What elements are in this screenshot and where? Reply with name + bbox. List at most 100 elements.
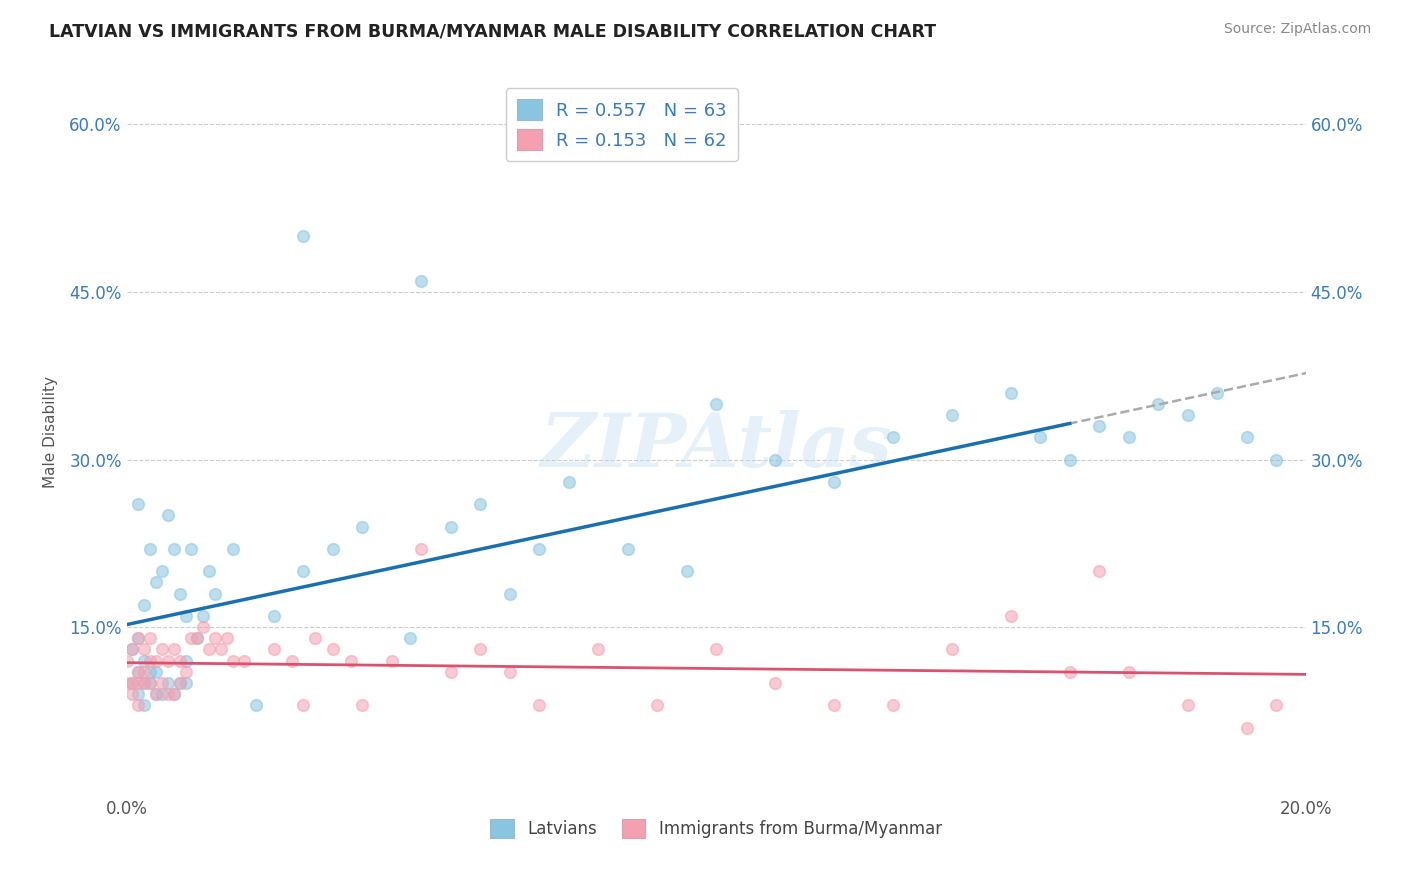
Point <box>616 541 638 556</box>
Point <box>411 274 433 288</box>
Point <box>198 564 221 578</box>
Point <box>121 642 143 657</box>
Point <box>115 676 138 690</box>
Point <box>156 508 179 523</box>
Point <box>169 676 191 690</box>
Point <box>1118 665 1140 679</box>
Point <box>145 687 167 701</box>
Point <box>150 687 173 701</box>
Point <box>1147 397 1170 411</box>
Point <box>529 541 551 556</box>
Point <box>134 676 156 690</box>
Point <box>139 676 162 690</box>
Point <box>156 654 179 668</box>
Point <box>180 632 202 646</box>
Point <box>470 497 492 511</box>
Point <box>304 632 326 646</box>
Point <box>1029 430 1052 444</box>
Point <box>150 676 173 690</box>
Point <box>763 676 786 690</box>
Point <box>174 654 197 668</box>
Point <box>352 519 374 533</box>
Point <box>134 642 156 657</box>
Point <box>529 698 551 713</box>
Point <box>127 687 149 701</box>
Point <box>1177 698 1199 713</box>
Point <box>339 654 361 668</box>
Point <box>704 397 727 411</box>
Point <box>139 665 162 679</box>
Legend: Latvians, Immigrants from Burma/Myanmar: Latvians, Immigrants from Burma/Myanmar <box>484 812 948 845</box>
Point <box>763 452 786 467</box>
Point <box>127 632 149 646</box>
Point <box>1088 419 1111 434</box>
Point <box>557 475 579 489</box>
Point <box>1000 609 1022 624</box>
Point <box>1088 564 1111 578</box>
Point <box>411 541 433 556</box>
Point <box>169 654 191 668</box>
Point <box>823 475 845 489</box>
Point <box>163 541 186 556</box>
Point <box>156 687 179 701</box>
Point <box>263 642 285 657</box>
Point <box>145 575 167 590</box>
Text: LATVIAN VS IMMIGRANTS FROM BURMA/MYANMAR MALE DISABILITY CORRELATION CHART: LATVIAN VS IMMIGRANTS FROM BURMA/MYANMAR… <box>49 22 936 40</box>
Point <box>1206 385 1229 400</box>
Point <box>127 698 149 713</box>
Point <box>174 665 197 679</box>
Point <box>139 676 162 690</box>
Point <box>127 632 149 646</box>
Point <box>127 497 149 511</box>
Point <box>941 408 963 422</box>
Point <box>145 687 167 701</box>
Point <box>134 676 156 690</box>
Point <box>121 642 143 657</box>
Y-axis label: Male Disability: Male Disability <box>44 376 58 488</box>
Point <box>139 541 162 556</box>
Text: ZIPAtlas: ZIPAtlas <box>540 410 891 483</box>
Point <box>121 676 143 690</box>
Point <box>470 642 492 657</box>
Point <box>204 586 226 600</box>
Point <box>209 642 232 657</box>
Point <box>280 654 302 668</box>
Point <box>1236 430 1258 444</box>
Point <box>499 586 522 600</box>
Point <box>1265 452 1288 467</box>
Point <box>139 632 162 646</box>
Point <box>233 654 256 668</box>
Point <box>156 676 179 690</box>
Point <box>215 632 238 646</box>
Point <box>186 632 208 646</box>
Point <box>1265 698 1288 713</box>
Point <box>169 586 191 600</box>
Point <box>145 665 167 679</box>
Point <box>193 609 215 624</box>
Point <box>882 698 904 713</box>
Point <box>180 541 202 556</box>
Point <box>169 676 191 690</box>
Point <box>193 620 215 634</box>
Point <box>134 665 156 679</box>
Point <box>1059 665 1081 679</box>
Point <box>352 698 374 713</box>
Point <box>115 654 138 668</box>
Point <box>174 609 197 624</box>
Point <box>222 541 245 556</box>
Point <box>139 654 162 668</box>
Point <box>150 642 173 657</box>
Point <box>134 698 156 713</box>
Point <box>263 609 285 624</box>
Point <box>398 632 420 646</box>
Point <box>127 665 149 679</box>
Point <box>823 698 845 713</box>
Point <box>440 665 463 679</box>
Text: Source: ZipAtlas.com: Source: ZipAtlas.com <box>1223 22 1371 37</box>
Point <box>941 642 963 657</box>
Point <box>1118 430 1140 444</box>
Point <box>198 642 221 657</box>
Point <box>163 687 186 701</box>
Point <box>245 698 267 713</box>
Point <box>1059 452 1081 467</box>
